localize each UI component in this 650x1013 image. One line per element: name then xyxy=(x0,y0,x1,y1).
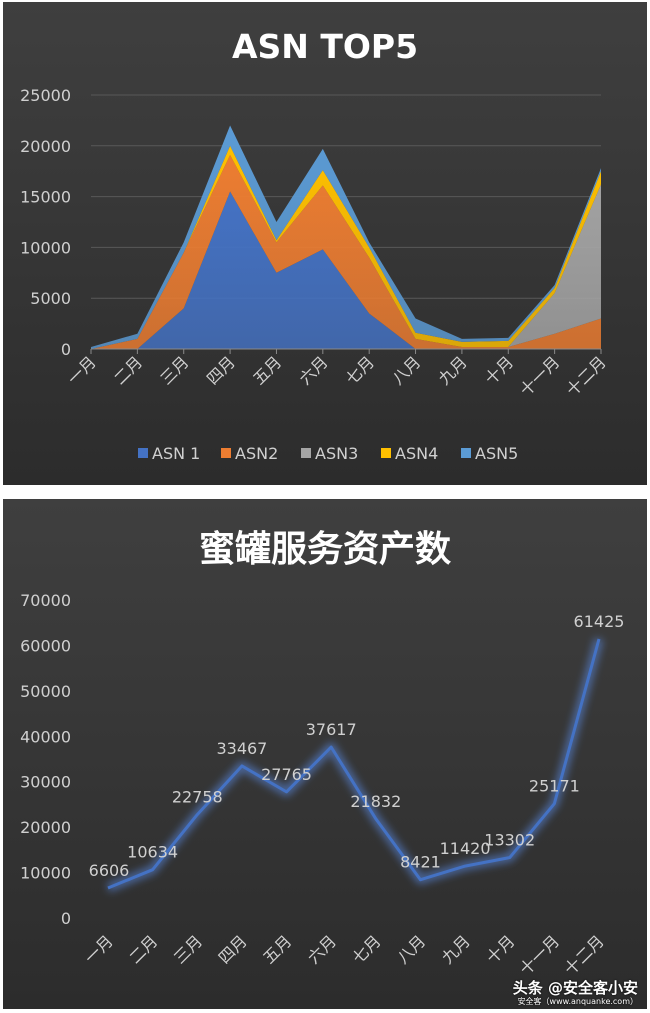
legend-label: ASN5 xyxy=(475,444,518,463)
x-tick-label: 七月 xyxy=(342,352,378,388)
x-tick-label: 十一月 xyxy=(516,352,563,399)
x-tick-label: 八月 xyxy=(388,352,424,388)
x-tick-label: 九月 xyxy=(435,352,471,388)
x-tick-label: 二月 xyxy=(110,352,146,388)
data-label: 21832 xyxy=(350,792,401,811)
area-series-1 xyxy=(91,191,601,349)
x-tick-label: 三月 xyxy=(156,352,192,388)
series-line xyxy=(107,638,601,890)
data-label: 27765 xyxy=(261,765,312,784)
legend-swatch xyxy=(381,448,391,458)
asn-top5-chart: ASN TOP50500010000150002000025000一月 二月 三月四… xyxy=(20,27,610,463)
y-tick-label: 30000 xyxy=(20,773,71,792)
x-tick-label: 十二月 xyxy=(562,352,609,399)
y-tick-label: 15000 xyxy=(20,188,71,207)
x-tick-label: 二月 xyxy=(125,931,161,967)
data-label: 6606 xyxy=(89,861,130,880)
x-tick-label: 四月 xyxy=(203,352,239,388)
x-tick-label: 六月 xyxy=(296,352,332,388)
y-tick-label: 60000 xyxy=(20,636,71,655)
data-label: 22758 xyxy=(172,788,223,807)
data-label: 13302 xyxy=(484,831,535,850)
legend-swatch xyxy=(461,448,471,458)
data-label: 25171 xyxy=(529,777,580,796)
honeypot-assets-chart-panel: 蜜罐服务资产数 0 10000 20000 30000 40000 50000 60000 70… xyxy=(3,499,647,1009)
y-tick-label: 10000 xyxy=(20,238,71,257)
y-tick-label: 40000 xyxy=(20,727,71,746)
legend-label: ASN2 xyxy=(235,444,278,463)
chart-title: ASN TOP5 xyxy=(232,27,418,66)
data-label: 37617 xyxy=(306,720,357,739)
asn-top5-chart-panel: ASN TOP5 0 5000 10000 15000 20000 25000 一月 二月 三月四… xyxy=(3,2,647,485)
x-tick-label: 四月 xyxy=(215,931,251,967)
y-tick-label: 70000 xyxy=(20,591,71,610)
watermark-sub: 安全客（www.anquanke.com） xyxy=(517,997,638,1006)
y-tick-label: 20000 xyxy=(20,137,71,156)
x-tick-label: 六月 xyxy=(304,931,340,967)
x-tick-label: 七月 xyxy=(349,931,385,967)
series-line-glow xyxy=(106,637,604,893)
y-tick-label: 0 xyxy=(61,340,71,359)
watermark-main: 头条 @安全客小安 xyxy=(512,979,638,997)
data-label: 61425 xyxy=(574,612,625,631)
x-tick-label: 九月 xyxy=(438,931,474,967)
area-series-2 xyxy=(91,154,601,349)
y-tick-label: 0 xyxy=(61,909,71,928)
y-tick-label: 50000 xyxy=(20,682,71,701)
x-tick-label: 八月 xyxy=(393,931,429,967)
x-tick-label: 一月 xyxy=(81,931,117,967)
watermark: 头条 @安全客小安 安全客（www.anquanke.com） xyxy=(513,981,638,1006)
chart-title: 蜜罐服务资产数 xyxy=(199,529,451,570)
x-tick-label: 十月 xyxy=(482,931,518,967)
y-tick-label: 10000 xyxy=(20,864,71,883)
data-label: 8421 xyxy=(400,853,441,872)
x-tick-label: 三月 xyxy=(170,931,206,967)
y-tick-label: 25000 xyxy=(20,86,71,105)
legend-label: ASN 1 xyxy=(152,444,200,463)
x-tick-label: 十月 xyxy=(481,352,517,388)
area-series-3 xyxy=(91,154,601,349)
data-label: 33467 xyxy=(216,739,267,758)
area-series-5 xyxy=(91,125,601,349)
data-label: 10634 xyxy=(127,843,178,862)
legend-swatch xyxy=(138,448,148,458)
data-label: 11420 xyxy=(440,839,491,858)
legend-label: ASN4 xyxy=(395,444,438,463)
legend-label: ASN3 xyxy=(315,444,358,463)
x-tick-label: 五月 xyxy=(249,352,285,388)
y-tick-label: 5000 xyxy=(30,289,71,308)
honeypot-assets-chart: 蜜罐服务资产数 0 10000 20000 30000 40000 50000 60000 70… xyxy=(20,529,625,979)
legend-swatch xyxy=(221,448,231,458)
x-tick-label: 十一月 xyxy=(516,931,563,978)
x-tick-label: 十二月 xyxy=(560,931,607,978)
legend-swatch xyxy=(301,448,311,458)
x-tick-label: 五月 xyxy=(259,931,295,967)
y-tick-label: 20000 xyxy=(20,818,71,837)
